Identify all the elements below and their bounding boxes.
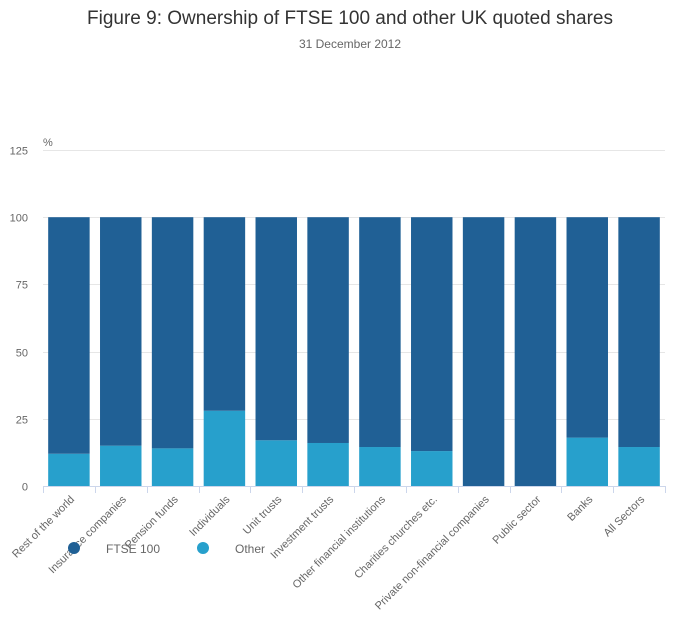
bar-segment[interactable]: [618, 447, 660, 486]
y-axis-unit-label: %: [43, 137, 53, 149]
x-tick-label: Private non-financial companies: [373, 493, 492, 612]
legend-marker[interactable]: [68, 542, 80, 554]
x-tick-label: Other financial institutions: [290, 493, 388, 591]
y-tick-label: 75: [16, 280, 28, 292]
legend[interactable]: FTSE 100 Other: [68, 542, 265, 556]
bar-segment[interactable]: [359, 217, 401, 448]
bar-segment[interactable]: [618, 217, 660, 448]
bar-segment[interactable]: [203, 410, 246, 486]
y-tick-label: 125: [10, 146, 28, 158]
gridlines: 0 25 50 75 100 125: [10, 146, 665, 494]
bar-segment[interactable]: [100, 217, 142, 446]
bar-segment[interactable]: [566, 217, 608, 438]
bar-segment[interactable]: [151, 217, 194, 449]
bar-segment[interactable]: [100, 445, 142, 486]
x-tick-label: Individuals: [187, 493, 233, 539]
bar-segment[interactable]: [307, 442, 349, 486]
legend-label[interactable]: FTSE 100: [106, 542, 160, 556]
bar-segment[interactable]: [203, 217, 246, 411]
legend-label[interactable]: Other: [235, 542, 265, 556]
x-tick-label: Unit trusts: [241, 493, 285, 537]
y-tick-label: 25: [16, 415, 28, 427]
x-tick-label: Public sector: [490, 493, 543, 546]
bar-segment[interactable]: [411, 217, 453, 452]
bar-segment[interactable]: [566, 437, 608, 486]
bar-segment[interactable]: [255, 217, 297, 441]
bar-segment[interactable]: [514, 217, 557, 486]
bar-segment[interactable]: [307, 217, 349, 443]
x-tick-label: Banks: [565, 493, 595, 523]
bar-segment[interactable]: [462, 217, 505, 486]
bar-segment[interactable]: [359, 447, 401, 486]
chart-subtitle: 31 December 2012: [299, 37, 401, 51]
y-tick-label: 0: [22, 482, 28, 494]
legend-marker[interactable]: [197, 542, 209, 554]
chart-title: Figure 9: Ownership of FTSE 100 and othe…: [87, 8, 613, 29]
y-tick-label: 100: [10, 213, 28, 225]
bar-segment[interactable]: [151, 448, 194, 486]
x-tick-label: All Sectors: [602, 493, 648, 539]
bar-segment[interactable]: [411, 451, 453, 486]
bars: [48, 217, 660, 486]
y-tick-label: 50: [16, 348, 28, 360]
bar-segment[interactable]: [255, 440, 297, 486]
bar-segment[interactable]: [48, 217, 90, 454]
x-axis: [43, 486, 666, 493]
bar-segment[interactable]: [48, 453, 90, 486]
